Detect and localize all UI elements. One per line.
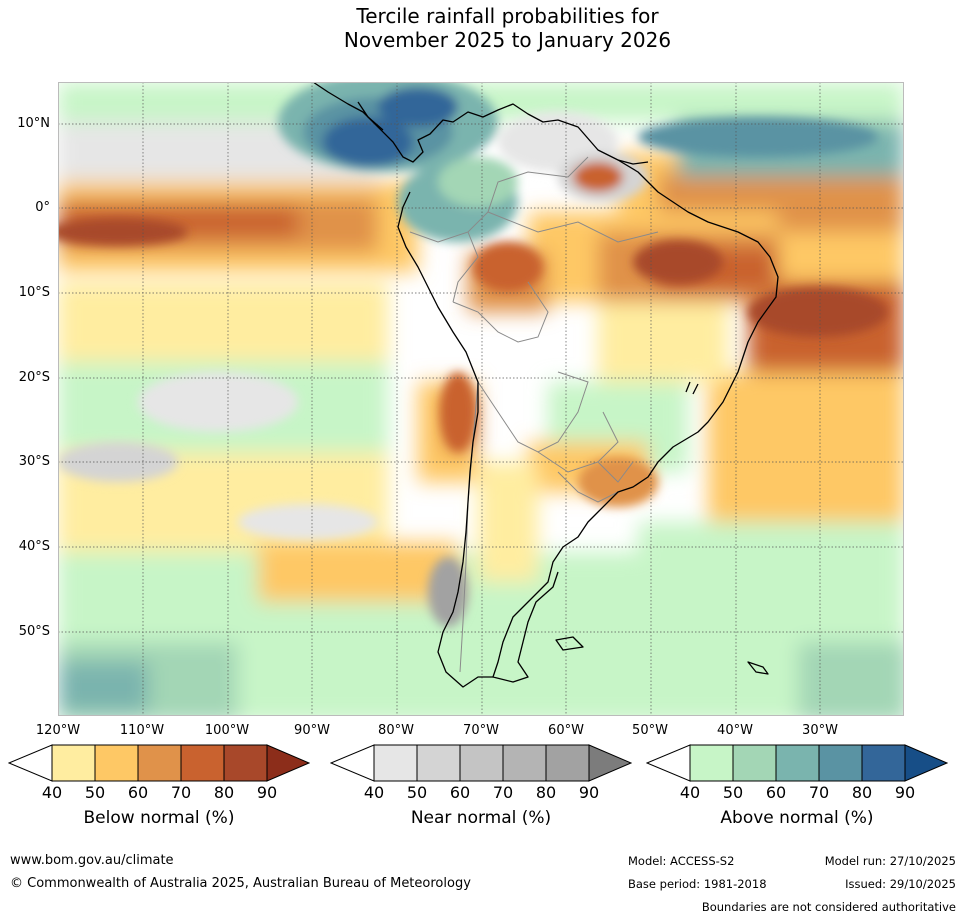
footer-base-period: Base period: 1981-2018 [628,877,767,891]
wet-anomaly-core [58,82,888,627]
colorbar-above-segment-70-80 [818,744,863,782]
colorbar-near-title: Near normal (%) [410,808,552,828]
lat-label-50s: 50°S [18,624,50,639]
colorbar-near-tick-80: 80 [535,783,557,802]
colorbar-below-tick-50: 50 [84,783,106,802]
colorbar-below-segment-80-90 [223,744,268,782]
colorbar-above-segment-60-70 [775,744,820,782]
colorbar-below-tick-80: 80 [213,783,235,802]
lon-label-60w: 60°W [548,723,584,738]
colorbar-near-tick-70: 70 [492,783,514,802]
colorbar-below-segment-70-80 [180,744,225,782]
graticule [58,82,904,716]
colorbar-below-tick-40: 40 [41,783,63,802]
colorbar-above-tick-40: 40 [679,783,701,802]
country-borders [409,156,659,673]
colorbar-below-segment-50-60 [94,744,139,782]
lon-label-30w: 30°W [802,723,838,738]
colorbar-below-tick-60: 60 [127,783,149,802]
lat-label-30s: 30°S [18,454,50,469]
map-svg [58,82,904,716]
lat-label-0: 0° [35,200,50,215]
coastline [312,82,779,688]
rainfall-probability-map [58,82,904,716]
title-line-2: November 2025 to January 2026 [343,28,672,52]
lat-label-20s: 20°S [18,370,50,385]
colorbar-below-segment-40-50 [51,744,96,782]
colorbar-below-upper-extend [266,744,310,782]
colorbar-above-tick-70: 70 [808,783,830,802]
lon-label-120w: 120°W [35,723,81,738]
lon-label-110w: 110°W [119,723,165,738]
colorbar-above-tick-80: 80 [851,783,873,802]
footer-website-link[interactable]: www.bom.gov.au/climate [10,853,174,868]
colorbar-below-tick-70: 70 [170,783,192,802]
colorbar-near-segment-70-80 [502,744,547,782]
colorbar-below-tick-90: 90 [256,783,278,802]
colorbar-above-normal [646,744,948,782]
colorbar-near-tick-90: 90 [578,783,600,802]
colorbar-above-tick-50: 50 [722,783,744,802]
colorbar-near-upper-extend [588,744,632,782]
lon-label-80w: 80°W [378,723,414,738]
title-line-1: Tercile rainfall probabilities for [356,4,659,28]
footer-model-run: Model run: 27/10/2025 [824,854,956,868]
colorbar-above-upper-extend [904,744,948,782]
colorbar-above-tick-90: 90 [894,783,916,802]
colorbar-below-title: Below normal (%) [83,808,235,828]
colorbar-near-normal [330,744,632,782]
colorbar-near-lower-extend [330,744,375,782]
colorbar-above-tick-60: 60 [765,783,787,802]
lon-label-70w: 70°W [463,723,499,738]
colorbar-above-title: Above normal (%) [720,808,874,828]
lon-label-90w: 90°W [294,723,330,738]
footer-disclaimer: Boundaries are not considered authoritat… [701,900,956,914]
colorbar-near-tick-40: 40 [363,783,385,802]
colorbar-above-segment-40-50 [689,744,734,782]
colorbar-near-segment-60-70 [459,744,504,782]
colorbar-above-segment-50-60 [732,744,777,782]
colorbar-near-tick-50: 50 [406,783,428,802]
lat-label-10n: 10°N [17,116,50,131]
colorbar-below-lower-extend [8,744,53,782]
colorbar-near-segment-80-90 [545,744,590,782]
chart-title: Tercile rainfall probabilities for Novem… [0,4,965,52]
colorbar-below-segment-60-70 [137,744,182,782]
lat-label-10s: 10°S [18,285,50,300]
lon-label-50w: 50°W [632,723,668,738]
colorbar-below-normal [8,744,310,782]
colorbar-near-segment-40-50 [373,744,418,782]
colorbar-near-tick-60: 60 [449,783,471,802]
lon-label-40w: 40°W [717,723,753,738]
colorbar-above-segment-80-90 [861,744,906,782]
map-frame [58,82,904,716]
colorbar-near-segment-50-60 [416,744,461,782]
lat-label-40s: 40°S [18,539,50,554]
footer-copyright: © Commonwealth of Australia 2025, Austra… [10,876,471,891]
lon-label-100w: 100°W [204,723,250,738]
colorbar-above-lower-extend [646,744,691,782]
footer-issued: Issued: 29/10/2025 [845,877,956,891]
footer-model: Model: ACCESS-S2 [628,854,735,868]
